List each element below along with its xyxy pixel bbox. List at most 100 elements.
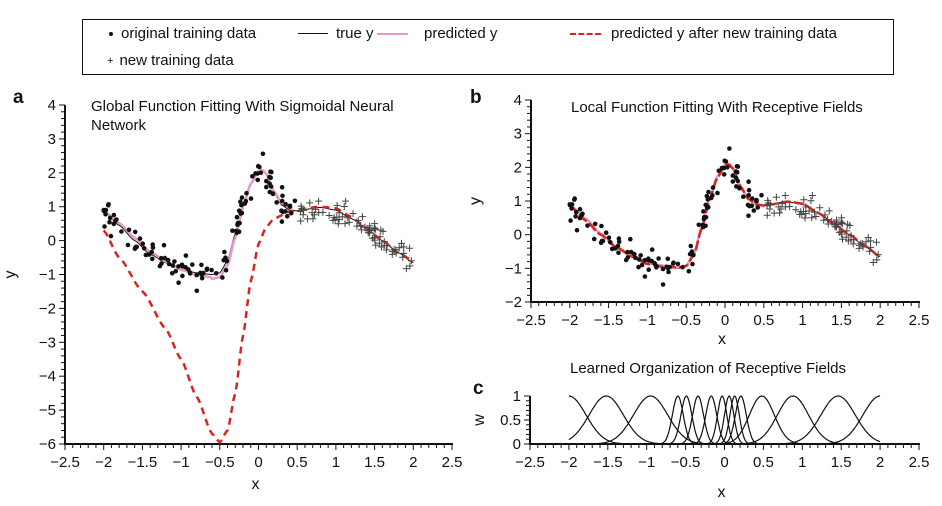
- original-data-point: [703, 223, 708, 229]
- legend-label: predicted y: [424, 25, 498, 42]
- new-data-point: [364, 227, 372, 235]
- new-data-point: [371, 224, 379, 232]
- original-data-point: [569, 206, 574, 211]
- new-data-point: [781, 203, 789, 211]
- original-data-point: [234, 214, 240, 220]
- new-data-point: [867, 243, 875, 251]
- x-tick-label: 2: [409, 454, 417, 471]
- new-data-point: [400, 249, 408, 257]
- legend: original training data true y predicted …: [82, 19, 894, 75]
- original-data-point: [725, 165, 730, 170]
- original-data-point: [721, 172, 727, 177]
- original-data-point: [162, 255, 168, 261]
- legend-label: true y: [336, 25, 374, 42]
- new-data-point: [340, 202, 348, 210]
- legend-label: predicted y after new training data: [611, 25, 837, 42]
- x-tick-label: 1.5: [831, 454, 852, 471]
- original-data-point: [159, 255, 164, 261]
- original-data-point: [269, 169, 274, 175]
- new-data-point: [764, 199, 772, 207]
- original-data-point: [749, 203, 755, 208]
- y-tick-label: −1: [39, 267, 56, 284]
- panel-a-title-line1: Global Function Fitting With Sigmoidal N…: [91, 98, 394, 115]
- original-data-point: [250, 174, 255, 179]
- x-tick-label: 0.5: [287, 454, 308, 471]
- new-data-point: [808, 192, 816, 200]
- x-tick-label: 1: [332, 454, 340, 471]
- original-data-point: [574, 227, 580, 233]
- original-data-point: [755, 205, 760, 210]
- new-data-point: [844, 237, 852, 245]
- original-data-point: [616, 239, 622, 244]
- original-data-point: [642, 274, 648, 279]
- original-data-point: [258, 170, 264, 175]
- original-data-point: [186, 267, 191, 272]
- original-data-point: [223, 255, 228, 260]
- original-data-point: [625, 249, 630, 255]
- x-tick-label: 1.5: [831, 312, 852, 329]
- original-data-point: [623, 257, 629, 263]
- y-tick-label: −3: [39, 334, 56, 351]
- x-tick-label: 0.5: [753, 312, 774, 329]
- original-data-point: [107, 215, 113, 221]
- original-data-point: [646, 267, 651, 273]
- original-data-point: [628, 249, 634, 255]
- new-data-point: [341, 220, 349, 228]
- x-tick-label: −1: [639, 312, 656, 329]
- new-data-point: [832, 223, 840, 231]
- original-data-point: [279, 198, 285, 204]
- y-tick-label: −4: [39, 368, 56, 385]
- new-data-point: [799, 208, 807, 216]
- dot-marker-icon: [109, 31, 113, 36]
- new-data-point: [837, 218, 845, 226]
- original-data-point: [102, 224, 107, 229]
- original-data-point: [686, 269, 692, 274]
- x-tick-label: 2.5: [909, 312, 930, 329]
- new-data-point: [306, 199, 314, 207]
- original-data-point: [680, 264, 685, 270]
- x-tick-label: −1.5: [128, 454, 158, 471]
- original-data-point: [734, 169, 740, 175]
- original-data-point: [255, 177, 260, 183]
- new-data-point: [361, 223, 369, 231]
- new-data-point: [354, 217, 362, 225]
- new-data-point: [825, 207, 833, 215]
- new-data-point: [388, 247, 396, 255]
- original-data-point: [735, 164, 741, 169]
- new-data-point: [375, 239, 383, 247]
- original-data-point: [236, 208, 242, 213]
- original-data-point: [292, 198, 298, 204]
- original-data-point: [603, 230, 609, 235]
- original-data-point: [180, 273, 185, 279]
- new-data-point: [399, 253, 407, 261]
- original-data-point: [236, 229, 242, 234]
- original-data-point: [652, 261, 657, 266]
- new-data-point: [776, 209, 784, 217]
- new-data-point: [312, 205, 320, 213]
- new-data-point: [874, 251, 882, 259]
- original-data-point: [665, 256, 671, 262]
- x-tick-label: −2.5: [50, 454, 80, 471]
- new-data-point: [801, 214, 809, 222]
- original-data-point: [701, 209, 706, 214]
- x-tick-label: −2: [95, 454, 112, 471]
- new-data-point: [778, 200, 786, 208]
- new-data-point: [839, 235, 847, 243]
- panel-a-title: Global Function Fitting With Sigmoidal N…: [91, 97, 394, 135]
- original-data-point: [751, 208, 757, 213]
- original-data-point: [287, 204, 293, 210]
- y-tick-label: 1: [514, 193, 522, 210]
- original-data-point: [141, 246, 147, 251]
- new-data-point: [358, 213, 366, 221]
- original-data-point: [150, 245, 156, 250]
- new-data-point: [872, 238, 880, 246]
- original-data-point: [279, 219, 285, 224]
- y-tick-label: 2: [48, 165, 56, 182]
- original-data-point: [253, 171, 258, 176]
- original-data-point: [111, 221, 117, 227]
- original-data-point: [675, 261, 681, 267]
- original-data-point: [143, 252, 149, 258]
- original-data-point: [235, 222, 240, 228]
- original-data-point: [746, 187, 752, 193]
